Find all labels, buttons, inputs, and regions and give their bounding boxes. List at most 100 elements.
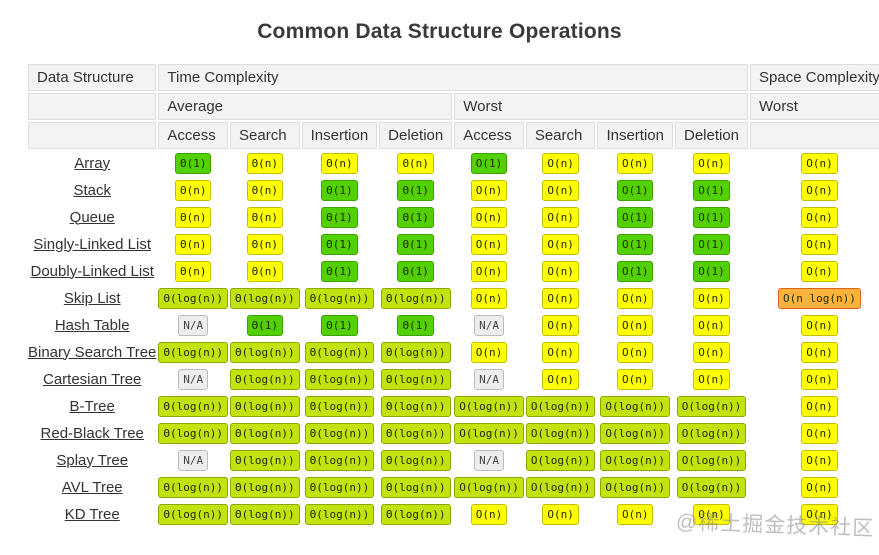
complexity-badge: O(n) [801,477,838,498]
complexity-badge: Θ(log(n)) [380,450,451,471]
avg-access-cell: Θ(log(n)) [158,394,229,419]
avg-insertion-cell: Θ(log(n)) [302,394,378,419]
complexity-badge: O(1) [693,234,730,255]
table-row: Doubly-Linked List Θ(n) Θ(n) Θ(1) Θ(1) O… [28,259,879,284]
header-avg-deletion: Deletion [379,122,453,149]
worst-insertion-cell: O(log(n)) [597,394,673,419]
worst-access-cell: O(n) [454,286,524,311]
complexity-badge: O(log(n)) [600,396,671,417]
worst-search-cell: O(log(n)) [525,475,596,500]
data-structure-link[interactable]: AVL Tree [61,478,123,496]
complexity-badge: Θ(log(n)) [380,369,451,390]
data-structure-link[interactable]: Queue [69,208,115,226]
complexity-badge: O(n) [801,396,838,417]
header-spacer-1 [28,93,157,120]
complexity-badge: O(n) [801,153,838,174]
data-structure-link[interactable]: Array [74,154,111,172]
data-structure-cell: Queue [28,205,156,230]
avg-deletion-cell: Θ(log(n)) [379,421,452,446]
data-structure-link[interactable]: Cartesian Tree [43,370,142,388]
worst-deletion-cell: O(1) [675,232,748,257]
data-structure-link[interactable]: Doubly-Linked List [30,262,154,280]
data-structure-link[interactable]: Binary Search Tree [28,343,157,361]
complexity-badge: O(n) [693,288,730,309]
worst-access-cell: O(n) [454,259,524,284]
avg-search-cell: Θ(n) [230,232,300,257]
complexity-badge: O(n log(n)) [778,288,861,309]
complexity-badge: O(n) [616,504,654,525]
worst-access-cell: N/A [454,448,524,473]
data-structure-link[interactable]: B-Tree [69,397,115,415]
data-structure-link[interactable]: Skip List [63,289,121,307]
data-structure-link[interactable]: Stack [73,181,111,199]
avg-deletion-cell: Θ(1) [379,259,452,284]
avg-insertion-cell: Θ(log(n)) [302,421,378,446]
avg-search-cell: Θ(log(n)) [230,340,300,365]
table-row: KD Tree Θ(log(n)) Θ(log(n)) Θ(log(n)) Θ(… [28,502,879,527]
worst-search-cell: O(n) [526,367,596,392]
worst-insertion-cell: O(n) [597,286,673,311]
data-structure-link[interactable]: KD Tree [64,505,120,523]
page-title: Common Data Structure Operations [257,20,622,43]
complexity-badge: O(n) [616,288,654,309]
complexity-badge: O(n) [542,207,579,228]
table-row: Hash Table N/A Θ(1) Θ(1) Θ(1) N/A O(n) O… [28,313,879,338]
avg-search-cell: Θ(n) [230,151,300,176]
avg-search-cell: Θ(log(n)) [230,448,300,473]
complexity-badge: O(n) [693,342,730,363]
complexity-badge: O(log(n)) [454,477,524,498]
table-row: Skip List Θ(log(n)) Θ(log(n)) Θ(log(n)) … [28,286,879,311]
complexity-badge: Θ(1) [174,153,212,174]
complexity-badge: N/A [474,369,504,390]
complexity-badge: O(log(n)) [525,396,596,417]
complexity-badge: Θ(1) [397,234,434,255]
complexity-badge: Θ(log(n)) [304,369,375,390]
complexity-badge: O(n) [542,180,579,201]
table-row: AVL Tree Θ(log(n)) Θ(log(n)) Θ(log(n)) Θ… [28,475,879,500]
header-worst-search: Search [525,122,596,149]
data-structure-link[interactable]: Singly-Linked List [33,235,151,253]
worst-insertion-cell: O(n) [597,313,673,338]
space-worst-cell: O(n) [750,259,879,284]
data-structure-link[interactable]: Hash Table [54,316,130,334]
table-header: Data Structure Time Complexity Space Com… [28,64,879,149]
complexity-badge: O(1) [693,207,730,228]
avg-deletion-cell: Θ(n) [379,151,452,176]
avg-deletion-cell: Θ(log(n)) [379,286,452,311]
worst-insertion-cell: O(log(n)) [597,448,673,473]
worst-insertion-cell: O(1) [597,178,673,203]
data-structure-cell: Binary Search Tree [28,340,156,365]
header-data-structure: Data Structure [28,64,157,91]
avg-insertion-cell: Θ(log(n)) [302,448,378,473]
header-worst-access: Access [454,122,524,149]
complexity-badge: O(log(n)) [676,396,747,417]
complexity-badge: O(n) [801,207,838,228]
complexity-badge: O(log(n)) [525,477,596,498]
complexity-badge: Θ(n) [246,153,284,174]
complexity-badge: Θ(1) [397,315,434,336]
worst-deletion-cell: O(n) [675,313,748,338]
complexity-badge: O(n) [542,369,579,390]
avg-deletion-cell: Θ(1) [379,232,452,257]
avg-access-cell: Θ(log(n)) [158,340,229,365]
avg-access-cell: Θ(log(n)) [158,502,229,527]
avg-insertion-cell: Θ(log(n)) [302,286,378,311]
complexity-badge: O(log(n)) [454,423,524,444]
complexity-badge: O(1) [616,261,654,282]
complexity-badge: Θ(1) [397,180,434,201]
avg-deletion-cell: Θ(log(n)) [379,340,452,365]
complexity-badge: N/A [178,369,209,390]
complexity-badge: O(log(n)) [676,423,747,444]
data-structure-link[interactable]: Red-Black Tree [40,424,144,442]
worst-search-cell: O(n) [526,232,596,257]
table-row: Binary Search Tree Θ(log(n)) Θ(log(n)) Θ… [28,340,879,365]
complexity-badge: O(log(n)) [525,423,596,444]
header-row-groups: Data Structure Time Complexity Space Com… [28,64,879,91]
data-structure-link[interactable]: Splay Tree [56,451,129,469]
complexity-badge: O(n) [693,153,730,174]
table-row: Red-Black Tree Θ(log(n)) Θ(log(n)) Θ(log… [28,421,879,446]
complexity-badge: Θ(log(n)) [158,504,229,525]
complexity-badge: Θ(n) [397,153,434,174]
complexity-badge: O(n) [616,342,654,363]
data-structure-cell: Red-Black Tree [28,421,156,446]
